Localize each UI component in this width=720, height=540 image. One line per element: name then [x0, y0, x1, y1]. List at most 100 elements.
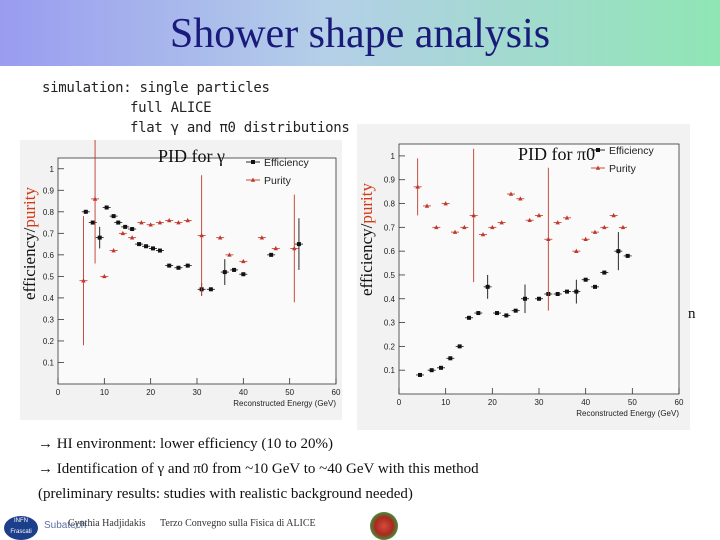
purity-point: [536, 212, 542, 218]
purity-point: [148, 222, 153, 227]
plot-frame: [398, 143, 680, 395]
purity-point: [546, 236, 551, 242]
purity-point: [102, 273, 107, 279]
purity-point: [167, 217, 172, 223]
purity-point: [490, 224, 495, 230]
bullet-3: (preliminary results: studies with reali…: [38, 486, 413, 502]
slide-title: Shower shape analysis: [169, 11, 551, 57]
y-tick-label: 0.5: [384, 271, 396, 280]
bullet-list: → HI environment: lower efficiency (10 t…: [38, 432, 479, 507]
y-tick-label: 0.1: [384, 366, 396, 375]
purity-point: [415, 184, 420, 189]
chart-gamma-panel: 0.1 0.2 0.3 0.4 0.5 0.6 0.7 0.8 0.9 1 0 10 20 30 40 50 6…: [20, 134, 342, 420]
y-tick-label: 0.4: [43, 294, 55, 303]
purity-point: [602, 224, 607, 230]
x-tick-label: 30: [535, 398, 544, 407]
y-tick-label: 0.2: [384, 342, 396, 351]
efficiency-point: [616, 249, 621, 254]
efficiency-point: [83, 209, 88, 214]
efficiency-point: [565, 289, 569, 294]
efficiency-point: [90, 220, 95, 225]
efficiency-point: [130, 227, 135, 232]
purity-point: [273, 245, 278, 251]
efficiency-point: [241, 272, 246, 277]
legend-label: Purity: [264, 175, 292, 187]
purity-point: [592, 229, 598, 234]
purity-point: [424, 203, 430, 208]
purity-point: [443, 201, 448, 206]
purity-point: [527, 217, 532, 222]
efficiency-point: [495, 311, 499, 316]
efficiency-point: [144, 244, 149, 249]
title-banner: [0, 0, 720, 66]
y-tick-label: 1: [391, 152, 396, 161]
chart-pi0: 0.10.20.30.40.50.60.70.80.910 10 20 30 40 50 6…: [384, 143, 684, 418]
purity-point: [518, 196, 523, 201]
efficiency-point: [523, 296, 527, 301]
efficiency-point: [222, 270, 227, 275]
efficiency-point: [269, 252, 274, 257]
y-tick-label: 0.2: [43, 337, 55, 346]
purity-point: [259, 235, 265, 240]
purity-point: [129, 235, 135, 240]
efficiency-point: [457, 344, 462, 349]
y-tick-label: 0.6: [384, 247, 396, 256]
efficiency-point: [593, 284, 597, 289]
efficiency-point: [485, 284, 490, 289]
purity-point: [111, 248, 116, 253]
x-tick-label: 40: [239, 388, 248, 397]
chart-pi0-panel: 0.1 0.2 0.3 0.4 0.5 0.6 0.7 0.8 0.9 1 0 10 20 30 40 50 6…: [357, 124, 690, 430]
efficiency-point: [555, 292, 560, 296]
sim-line-3: flat γ and π0 distributions: [130, 120, 350, 136]
x-axis-label: Reconstructed Energy (GeV): [576, 409, 679, 418]
efficiency-point: [176, 265, 181, 270]
purity-point: [452, 229, 458, 234]
y-tick-label: 0.3: [384, 319, 396, 328]
purity-point: [292, 245, 297, 251]
efficiency-point: [167, 263, 172, 268]
y-tick-label: 1: [50, 165, 55, 174]
legend-marker-efficiency: [251, 160, 255, 164]
y-tick-label: 0.7: [384, 223, 396, 232]
x-tick-label: 10: [441, 398, 450, 407]
stray-character: n: [688, 306, 696, 322]
x-tick-label: 0: [397, 398, 402, 407]
purity-point: [471, 212, 476, 218]
efficiency-point: [537, 296, 541, 301]
efficiency-point: [602, 270, 607, 275]
chart-gamma: 0.10.20.30.40.50.60.70.80.910 10 20 30 40 50 6…: [43, 134, 341, 408]
efficiency-point: [504, 313, 509, 318]
efficiency-point: [476, 311, 481, 316]
purity-point: [176, 220, 181, 225]
infn-logo: INFN Frascati: [4, 516, 38, 540]
purity-point: [611, 212, 616, 218]
y-tick-label: 0.3: [43, 315, 55, 324]
efficiency-point: [157, 248, 162, 253]
efficiency-point: [104, 205, 109, 210]
purity-point: [499, 220, 504, 225]
efficiency-point: [137, 242, 142, 247]
y-tick-label: 0.4: [384, 295, 396, 304]
purity-point: [574, 248, 579, 253]
legend-label: Efficiency: [609, 145, 654, 157]
bullet-2: → Identification of γ and π0 from ~10 Ge…: [38, 461, 479, 477]
efficiency-point: [513, 308, 518, 313]
efficiency-point: [439, 365, 443, 370]
footer-author: Cynthia Hadjidakis: [68, 518, 146, 529]
y-tick-label: 0.5: [43, 272, 55, 281]
y-tick-label: 0.8: [384, 200, 396, 209]
x-tick-label: 50: [628, 398, 637, 407]
y-tick-label: 0.9: [384, 176, 396, 185]
x-tick-label: 50: [285, 388, 294, 397]
sim-line-2: full ALICE: [130, 100, 212, 116]
purity-point: [92, 196, 98, 201]
efficiency-point: [625, 253, 630, 258]
purity-point: [199, 232, 204, 238]
x-tick-label: 0: [56, 388, 61, 397]
y-tick-label: 0.6: [43, 251, 55, 260]
efficiency-point: [429, 368, 434, 373]
efficiency-point: [150, 246, 155, 251]
x-tick-label: 60: [332, 388, 341, 397]
purity-point: [583, 236, 588, 242]
x-tick-label: 60: [675, 398, 684, 407]
